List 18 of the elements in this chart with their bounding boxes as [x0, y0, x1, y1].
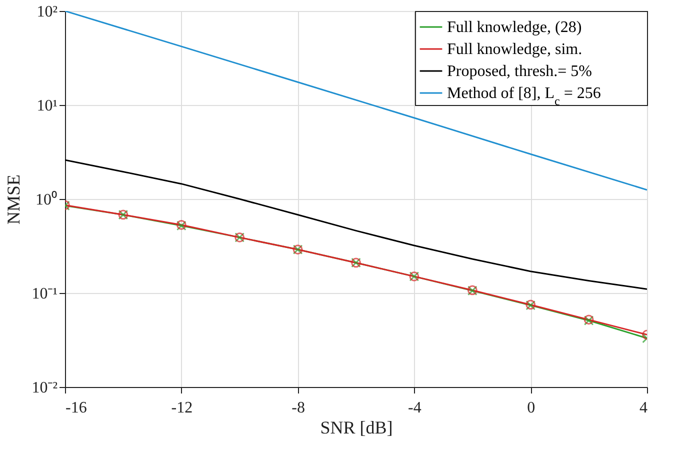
line-series — [65, 159, 647, 290]
legend-label: Method of [8], L$_{c}$ = 256 — [447, 85, 601, 108]
x-tick-label: 4 — [640, 400, 648, 416]
x-axis-title: SNR [dB] — [320, 418, 393, 438]
x-tick-label: -16 — [66, 400, 87, 416]
y-tick-label: 10² — [36, 4, 58, 20]
x-tick-label: -12 — [171, 400, 193, 416]
y-tick-label: 10⁻¹ — [32, 286, 58, 302]
legend-label: Full knowledge, sim. — [447, 41, 582, 58]
legend-label: Proposed, thresh.= 5% — [447, 63, 592, 80]
y-tick-label: 10⁰ — [36, 190, 58, 208]
y-tick-label: 10¹ — [36, 98, 58, 114]
x-tick-label: 0 — [527, 400, 536, 416]
x-tick-label: -4 — [408, 400, 422, 416]
y-tick-label: 10⁻² — [32, 380, 58, 396]
y-axis-title: NMSE — [4, 174, 24, 225]
legend-label: Full knowledge, (28) — [447, 19, 582, 36]
x-tick-label: -8 — [292, 400, 305, 416]
